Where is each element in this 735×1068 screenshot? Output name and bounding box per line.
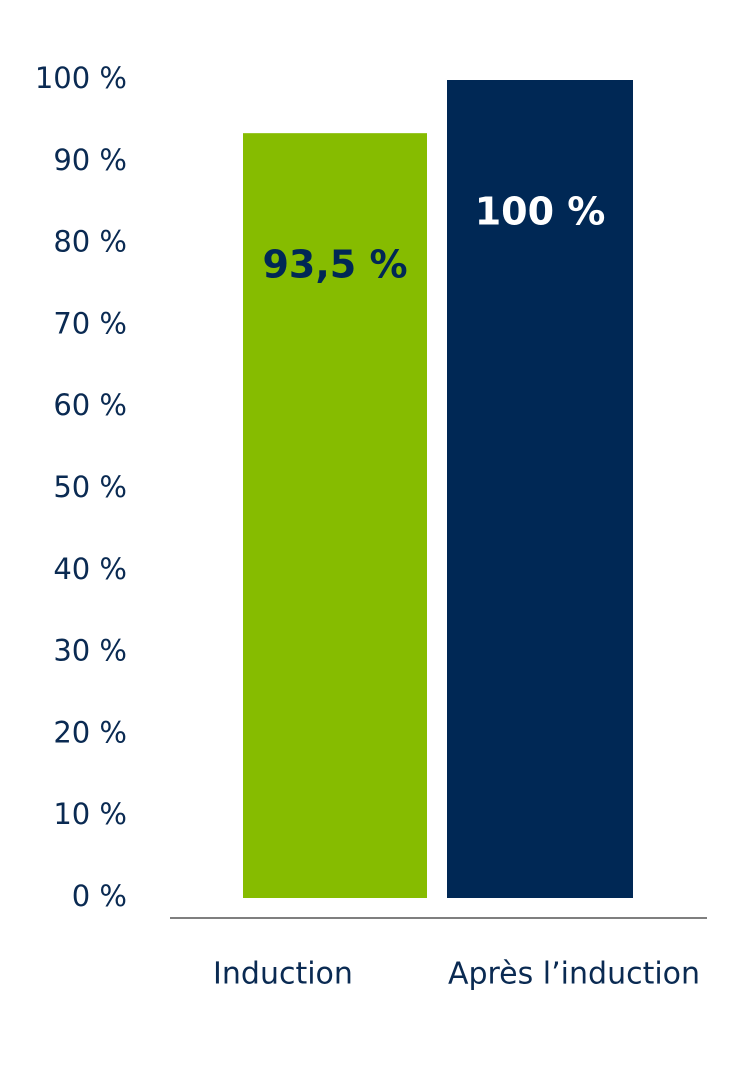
bar <box>243 133 427 899</box>
y-tick-label: 30 % <box>53 634 127 668</box>
y-tick-label: 100 % <box>35 61 127 95</box>
y-tick-label: 50 % <box>53 470 127 504</box>
y-tick-label: 90 % <box>53 143 127 177</box>
bar <box>447 80 633 898</box>
x-tick-label: Induction <box>213 957 353 992</box>
y-tick-label: 20 % <box>53 715 127 749</box>
y-tick-label: 0 % <box>72 879 127 913</box>
y-tick-label: 80 % <box>53 225 127 259</box>
y-tick-label: 40 % <box>53 552 127 586</box>
value-label: 100 % <box>475 190 606 234</box>
value-label: 93,5 % <box>262 243 407 287</box>
y-tick-label: 10 % <box>53 797 127 831</box>
y-tick-label: 70 % <box>53 306 127 340</box>
x-tick-label: Après l’induction <box>448 957 700 992</box>
y-tick-label: 60 % <box>53 388 127 422</box>
